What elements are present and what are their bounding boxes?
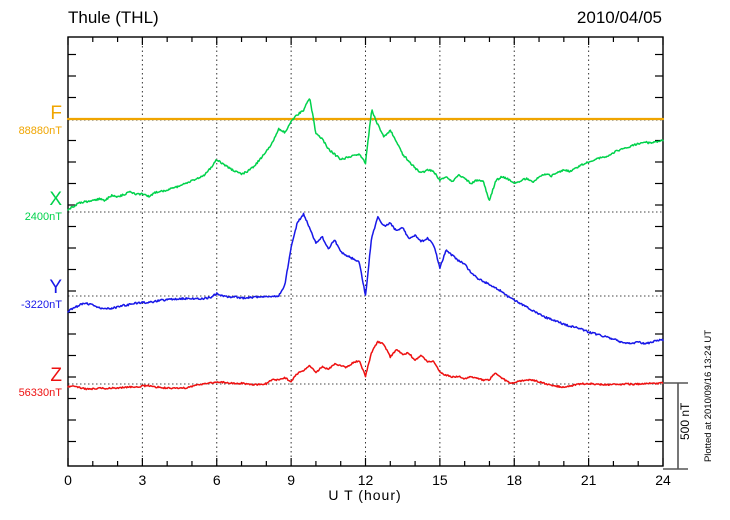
svg-text:3: 3 bbox=[138, 472, 146, 488]
svg-text:12: 12 bbox=[358, 472, 374, 488]
component-label-f-letter: F bbox=[50, 103, 62, 124]
plotted-at-stamp: Plotted at 2010/09/16 13:24 UT bbox=[703, 330, 714, 463]
component-label-y-value: -3220nT bbox=[21, 299, 62, 311]
svg-text:21: 21 bbox=[581, 472, 597, 488]
svg-text:9: 9 bbox=[287, 472, 295, 488]
component-label-y: Y -3220nT bbox=[21, 278, 62, 311]
component-label-f: F 88880nT bbox=[19, 104, 62, 137]
component-label-x-value: 2400nT bbox=[24, 211, 62, 223]
station-title: Thule (THL) bbox=[68, 8, 159, 27]
component-label-x: X 2400nT bbox=[25, 190, 62, 223]
svg-text:15: 15 bbox=[432, 472, 448, 488]
gridlines bbox=[141, 37, 590, 466]
x-tick-labels: 0 3 6 9 12 15 18 21 24 bbox=[64, 472, 671, 488]
scale-bar bbox=[663, 382, 688, 470]
svg-text:18: 18 bbox=[506, 472, 522, 488]
scale-bar-label: 500 nT bbox=[678, 402, 692, 440]
component-label-x-letter: X bbox=[49, 189, 62, 210]
data-curves bbox=[66, 98, 665, 391]
svg-text:24: 24 bbox=[655, 472, 671, 488]
component-label-f-value: 88880nT bbox=[18, 125, 62, 137]
component-label-z-letter: Z bbox=[50, 365, 62, 386]
component-label-y-letter: Y bbox=[49, 277, 62, 298]
svg-text:0: 0 bbox=[64, 472, 72, 488]
date-title: 2010/04/05 bbox=[576, 8, 662, 27]
component-label-z-value: 56330nT bbox=[18, 387, 62, 399]
axis-ticks bbox=[67, 37, 664, 466]
svg-text:6: 6 bbox=[213, 472, 221, 488]
component-label-z: Z 56330nT bbox=[19, 366, 62, 399]
x-axis-title: U T (hour) bbox=[328, 487, 402, 503]
